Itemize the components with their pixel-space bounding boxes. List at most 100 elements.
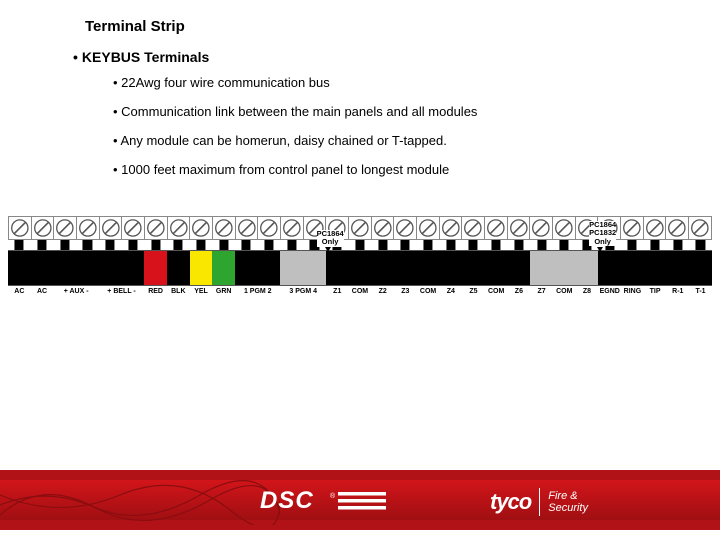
terminal-block <box>31 250 54 286</box>
terminal-label: + BELL - <box>99 288 144 296</box>
screw-terminal <box>8 216 31 240</box>
screw-terminal <box>144 216 167 240</box>
terminal-block <box>553 250 576 286</box>
terminal-label: 3 PGM 4 <box>280 288 325 296</box>
terminal-block <box>8 250 31 286</box>
terminal-block <box>349 250 372 286</box>
terminal-label: Z3 <box>394 288 417 296</box>
terminal-block <box>666 250 689 286</box>
terminal-label: RING <box>621 288 644 296</box>
slide-subtitle: •KEYBUS Terminals <box>73 49 720 65</box>
screw-terminal <box>552 216 575 240</box>
terminal-block <box>644 250 667 286</box>
footer-bar: DSC ® tyco Fire & Security <box>0 470 720 540</box>
terminal-label: Z1 <box>326 288 349 296</box>
terminal-label: COM <box>349 288 372 296</box>
screw-terminal <box>53 216 76 240</box>
wave-decoration <box>0 475 280 525</box>
terminal-label: 1 PGM 2 <box>235 288 280 296</box>
terminal-block <box>462 250 485 286</box>
terminal-block <box>76 250 99 286</box>
screw-terminal <box>484 216 507 240</box>
terminal-block <box>326 250 349 286</box>
screw-terminal <box>529 216 552 240</box>
annotation-label: PC1864Only <box>317 230 344 247</box>
screw-terminal <box>371 216 394 240</box>
terminal-block <box>598 250 621 286</box>
screw-terminal <box>461 216 484 240</box>
svg-text:®: ® <box>330 492 336 500</box>
terminal-label-row: ACAC+ AUX -+ BELL -REDBLKYELGRN1 PGM 23 … <box>8 288 712 296</box>
screw-terminal <box>212 216 235 240</box>
terminal-label: COM <box>417 288 440 296</box>
annotation-label: PC1864PC1832Only <box>589 221 616 246</box>
terminal-label: T-1 <box>689 288 712 296</box>
terminal-label: Z6 <box>508 288 531 296</box>
terminal-label: Z8 <box>576 288 599 296</box>
screw-terminal <box>31 216 54 240</box>
terminal-label: COM <box>485 288 508 296</box>
terminal-label: Z2 <box>371 288 394 296</box>
screw-terminal <box>257 216 280 240</box>
terminal-block <box>371 250 394 286</box>
terminal-block <box>212 250 235 286</box>
slide-content: Terminal Strip •KEYBUS Terminals 22Awg f… <box>0 0 720 177</box>
terminal-block <box>167 250 190 286</box>
screw-terminal <box>280 216 303 240</box>
terminal-label: Z5 <box>462 288 485 296</box>
terminal-block <box>439 250 462 286</box>
screw-terminal <box>620 216 643 240</box>
terminal-label: Z7 <box>530 288 553 296</box>
screw-terminal <box>416 216 439 240</box>
terminal-block <box>394 250 417 286</box>
terminal-block <box>576 250 599 286</box>
screw-terminal <box>235 216 258 240</box>
terminal-block <box>235 250 258 286</box>
screw-terminal <box>507 216 530 240</box>
terminal-block <box>530 250 553 286</box>
terminal-label: R-1 <box>666 288 689 296</box>
terminal-label: Z4 <box>439 288 462 296</box>
terminal-block <box>280 250 303 286</box>
terminal-label: EGND <box>598 288 621 296</box>
slide-title: Terminal Strip <box>85 18 720 35</box>
terminal-block <box>417 250 440 286</box>
terminal-label: GRN <box>212 288 235 296</box>
bullet-item: Any module can be homerun, daisy chained… <box>113 133 720 148</box>
terminal-block <box>99 250 122 286</box>
terminal-label: + AUX - <box>53 288 98 296</box>
screw-terminal <box>167 216 190 240</box>
terminal-label: AC <box>31 288 54 296</box>
terminal-block <box>144 250 167 286</box>
terminal-block <box>53 250 76 286</box>
terminal-block <box>485 250 508 286</box>
screw-terminal <box>348 216 371 240</box>
screw-terminal <box>121 216 144 240</box>
svg-text:DSC: DSC <box>260 488 314 514</box>
screw-terminal <box>76 216 99 240</box>
screw-terminal <box>665 216 688 240</box>
bullet-item: Communication link between the main pane… <box>113 104 720 119</box>
terminal-label: AC <box>8 288 31 296</box>
screw-terminal <box>688 216 712 240</box>
terminal-block <box>689 250 712 286</box>
terminal-block <box>122 250 145 286</box>
dsc-logo: DSC ® <box>260 488 390 514</box>
terminal-block <box>621 250 644 286</box>
screw-terminal <box>99 216 122 240</box>
terminal-label: YEL <box>190 288 213 296</box>
screw-terminal <box>439 216 462 240</box>
terminal-label: RED <box>144 288 167 296</box>
terminal-color-row: PC1864OnlyPC1864PC1832Only <box>8 250 712 286</box>
tyco-logo: tyco Fire & Security <box>490 484 660 520</box>
bullet-item: 1000 feet maximum from control panel to … <box>113 162 720 177</box>
bullet-item: 22Awg four wire communication bus <box>113 75 720 90</box>
terminal-label: COM <box>553 288 576 296</box>
terminal-block <box>303 250 326 286</box>
screw-terminal <box>643 216 666 240</box>
terminal-block <box>507 250 530 286</box>
terminal-label: TIP <box>644 288 667 296</box>
terminal-block <box>258 250 281 286</box>
screw-terminal <box>189 216 212 240</box>
terminal-strip-diagram: PC1864OnlyPC1864PC1832Only ACAC+ AUX -+ … <box>8 216 712 296</box>
